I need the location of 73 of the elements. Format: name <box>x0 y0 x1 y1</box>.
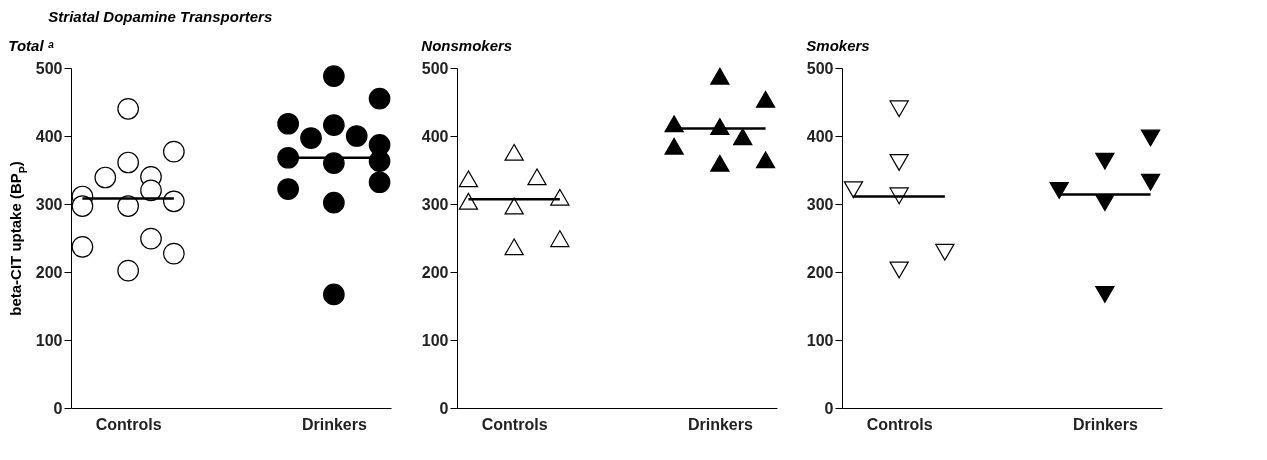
point <box>117 151 139 174</box>
y-tick-label: 200 <box>35 263 63 281</box>
y-tick-label: 400 <box>806 127 834 145</box>
point <box>504 238 524 256</box>
x-tick-label: Controls <box>95 415 162 433</box>
y-tick-label: 300 <box>421 195 449 213</box>
y-tick-label: 300 <box>35 195 63 213</box>
point <box>504 143 524 161</box>
point <box>527 168 547 186</box>
point <box>458 192 479 210</box>
point <box>889 261 909 279</box>
point <box>550 230 570 248</box>
y-tick-label: 500 <box>421 59 449 77</box>
point <box>323 283 345 306</box>
x-tick-label: Controls <box>481 415 548 433</box>
chart-subtitle: Total ᵃ <box>8 37 54 54</box>
point <box>935 243 955 261</box>
y-tick-label: 0 <box>824 399 834 417</box>
point <box>889 100 909 118</box>
point <box>140 227 162 250</box>
point <box>755 90 776 108</box>
y-tick-label: 0 <box>439 399 449 417</box>
point <box>504 197 524 215</box>
point <box>710 67 730 85</box>
point <box>368 87 391 110</box>
point <box>117 97 139 120</box>
point <box>755 151 776 169</box>
x-tick-label: Controls <box>866 415 933 433</box>
y-tick-label: 0 <box>53 399 63 417</box>
point <box>323 65 345 87</box>
point <box>889 154 909 171</box>
point <box>345 125 368 147</box>
point <box>843 181 864 199</box>
y-tick-label: 100 <box>35 331 63 349</box>
point <box>71 236 94 258</box>
y-tick-label: 100 <box>806 331 834 349</box>
point <box>323 114 345 136</box>
point <box>163 190 185 213</box>
point <box>458 170 479 188</box>
y-tick-label: 300 <box>806 195 834 213</box>
point <box>664 137 684 155</box>
x-tick-label: Drinkers <box>301 415 367 433</box>
point <box>277 178 299 200</box>
point <box>94 166 117 189</box>
point <box>117 259 139 282</box>
point <box>71 195 94 217</box>
point <box>277 146 299 169</box>
point <box>1140 129 1161 147</box>
chart-title: Smokers <box>806 37 870 54</box>
point <box>277 112 299 135</box>
chart-title: Striatal Dopamine Transporters <box>48 8 273 25</box>
y-tick-label: 200 <box>806 263 834 281</box>
point <box>733 128 753 146</box>
x-tick-label: Drinkers <box>1072 415 1138 433</box>
y-tick-label: 500 <box>35 59 63 77</box>
y-tick-label: 400 <box>35 127 63 145</box>
y-tick-label: 200 <box>421 263 449 281</box>
y-tick-label: 400 <box>421 127 449 145</box>
point <box>1095 152 1115 170</box>
point <box>1049 181 1069 199</box>
point <box>1095 285 1115 303</box>
y-tick-label: 500 <box>806 59 834 77</box>
point <box>163 140 185 163</box>
point <box>710 154 730 172</box>
point <box>368 171 391 194</box>
chart-title: Nonsmokers <box>421 37 513 54</box>
point <box>368 150 391 172</box>
point <box>163 242 185 265</box>
point <box>323 191 345 214</box>
y-tick-label: 100 <box>421 331 449 349</box>
point <box>300 127 322 149</box>
x-tick-label: Drinkers <box>687 415 753 433</box>
point <box>1140 173 1161 191</box>
